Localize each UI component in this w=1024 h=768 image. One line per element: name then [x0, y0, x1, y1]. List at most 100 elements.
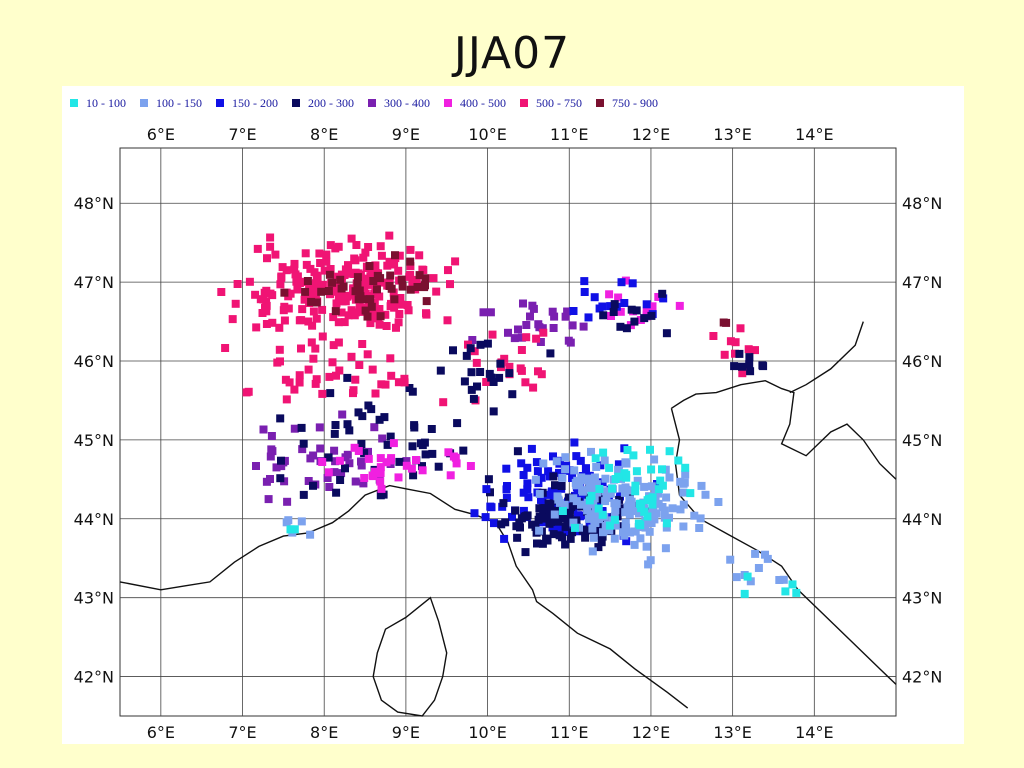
station-marker	[385, 231, 394, 240]
station-marker	[554, 523, 563, 532]
station-marker	[606, 489, 615, 498]
station-marker	[359, 253, 368, 262]
station-marker	[533, 539, 541, 548]
station-marker	[367, 302, 376, 311]
station-marker	[502, 493, 511, 502]
station-marker	[309, 307, 318, 316]
station-marker	[390, 295, 399, 304]
legend-label: 100 - 150	[156, 95, 202, 110]
station-marker	[660, 513, 669, 522]
station-marker	[376, 242, 385, 251]
station-marker	[354, 447, 363, 455]
station-marker	[361, 306, 370, 315]
station-marker	[616, 322, 625, 331]
station-marker	[561, 453, 570, 462]
station-marker	[513, 533, 522, 542]
station-marker	[539, 459, 548, 468]
station-marker	[513, 447, 522, 456]
station-marker	[594, 543, 603, 552]
station-marker	[446, 471, 455, 480]
station-marker	[341, 464, 349, 473]
station-marker	[479, 308, 488, 317]
station-marker	[662, 329, 671, 338]
station-marker	[630, 317, 639, 326]
station-marker	[262, 297, 271, 306]
legend-swatch	[216, 99, 224, 107]
station-marker	[482, 485, 491, 494]
legend-item: 200 - 300	[292, 96, 354, 111]
station-marker	[622, 523, 631, 532]
station-marker	[452, 459, 461, 468]
station-marker	[659, 294, 668, 303]
station-marker	[262, 286, 271, 295]
station-marker	[761, 550, 769, 559]
station-marker	[519, 471, 528, 479]
station-marker	[640, 507, 649, 516]
lon-tick-label-top: 11°E	[550, 125, 588, 144]
station-marker	[284, 304, 293, 313]
station-marker	[295, 378, 304, 387]
station-marker	[402, 457, 411, 466]
station-marker	[744, 345, 753, 354]
station-marker	[318, 332, 327, 341]
station-marker	[298, 305, 307, 314]
station-marker	[590, 473, 599, 482]
station-marker	[630, 540, 639, 549]
station-marker	[459, 446, 468, 455]
station-marker	[523, 485, 532, 494]
station-marker	[587, 447, 595, 456]
station-marker	[355, 361, 364, 369]
station-marker	[470, 509, 479, 518]
station-marker	[551, 481, 559, 490]
station-marker	[347, 234, 356, 243]
station-marker	[408, 442, 417, 451]
station-marker	[415, 271, 424, 280]
legend-label: 750 - 900	[612, 95, 658, 110]
station-marker	[605, 463, 614, 472]
station-marker	[626, 528, 634, 537]
station-marker	[622, 324, 631, 333]
station-marker	[569, 494, 578, 503]
station-marker	[351, 477, 360, 486]
station-marker	[547, 517, 555, 526]
station-marker	[543, 536, 552, 545]
station-marker	[679, 488, 688, 497]
station-marker	[351, 287, 360, 296]
station-marker	[614, 460, 623, 469]
legend-label: 10 - 100	[86, 95, 126, 110]
lat-tick-label-right: 48°N	[902, 194, 942, 213]
station-marker	[377, 380, 386, 389]
station-marker	[681, 470, 690, 479]
station-marker	[662, 519, 671, 528]
station-marker	[654, 499, 663, 508]
station-marker	[539, 514, 548, 523]
station-marker	[680, 478, 689, 487]
station-marker	[344, 311, 353, 320]
station-marker	[599, 311, 608, 320]
station-marker	[403, 301, 412, 309]
station-marker	[549, 530, 558, 539]
station-marker	[668, 504, 677, 513]
station-marker	[376, 469, 385, 478]
station-marker	[268, 291, 277, 300]
station-marker	[376, 491, 385, 500]
lon-tick-label-bottom: 12°E	[632, 723, 670, 742]
station-marker	[599, 528, 607, 537]
station-marker	[709, 332, 718, 340]
station-marker	[537, 473, 546, 482]
station-marker	[432, 287, 441, 296]
station-marker	[549, 472, 558, 481]
station-marker	[532, 334, 541, 343]
station-marker	[526, 312, 534, 321]
station-marker	[616, 307, 625, 316]
station-marker	[309, 481, 317, 490]
station-marker	[252, 462, 260, 470]
station-marker	[578, 486, 587, 495]
station-marker	[466, 462, 475, 470]
lat-tick-label-right: 46°N	[902, 352, 942, 371]
station-marker	[472, 358, 481, 367]
station-marker	[358, 340, 367, 348]
station-marker	[476, 368, 485, 376]
station-marker	[280, 316, 289, 325]
station-marker	[697, 481, 706, 490]
